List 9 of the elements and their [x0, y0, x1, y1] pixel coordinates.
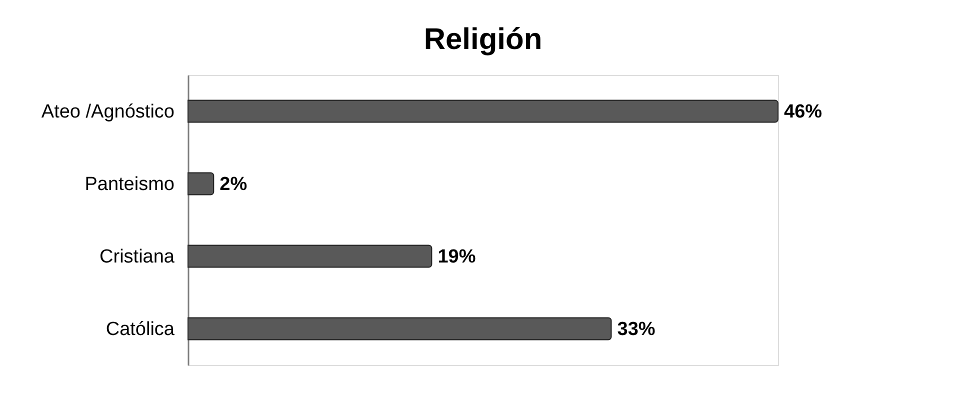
data-label: 19%	[438, 246, 476, 268]
y-tick-label: Ateo /Agnóstico	[41, 101, 174, 122]
y-tick-label: Panteismo	[84, 174, 174, 195]
y-tick-label: Cristiana	[100, 246, 175, 268]
data-label: 2%	[220, 174, 248, 195]
chart-title: Religión	[424, 23, 542, 56]
y-tick-label: Católica	[106, 318, 175, 340]
data-label: 46%	[784, 101, 822, 122]
data-label: 33%	[617, 318, 656, 340]
